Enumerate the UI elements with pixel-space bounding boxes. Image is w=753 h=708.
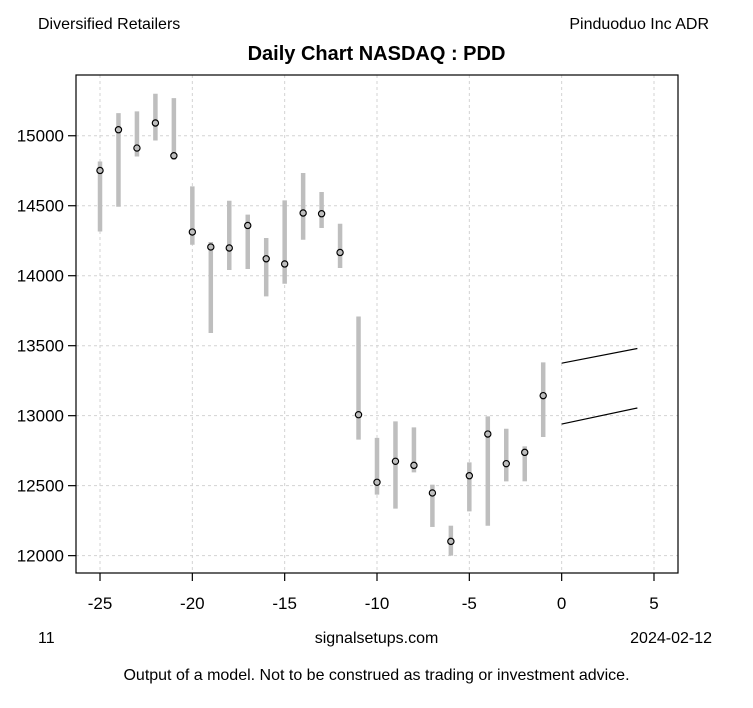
close-point: [373, 478, 381, 487]
axis-ticks: [68, 135, 655, 581]
close-point: [225, 244, 233, 252]
y-tick-label: 14500: [17, 197, 64, 216]
website-label: signalsetups.com: [314, 630, 439, 647]
x-tick-label: -15: [272, 594, 297, 613]
close-point: [428, 489, 437, 497]
chart-title: Daily Chart NASDAQ : PDD: [247, 43, 506, 65]
y-tick-label: 13000: [17, 407, 64, 426]
sector-label: Diversified Retailers: [38, 16, 181, 33]
close-point: [170, 152, 178, 160]
y-tick-label: 12000: [17, 547, 64, 566]
close-point: [336, 248, 344, 257]
close-point: [133, 144, 141, 152]
forecast-line: [561, 407, 638, 425]
close-point: [151, 119, 160, 127]
forecast-lines: [561, 347, 638, 425]
close-point: [280, 260, 289, 268]
range-bars: [97, 93, 546, 556]
x-tick-label: 0: [557, 594, 566, 613]
close-point: [465, 472, 474, 480]
close-point: [521, 448, 529, 457]
close-point: [114, 126, 123, 134]
close-point: [299, 209, 307, 217]
close-point: [484, 430, 492, 438]
y-tick-label: 12500: [17, 477, 64, 496]
close-point: [354, 410, 363, 419]
close-point: [188, 228, 197, 236]
y-tick-label: 13500: [17, 337, 64, 356]
x-tick-label: -25: [88, 594, 113, 613]
close-point: [96, 166, 104, 175]
company-label: Pinduoduo Inc ADR: [569, 16, 709, 33]
close-point: [502, 459, 510, 468]
page-number: 11: [38, 630, 55, 647]
x-tick-label: -5: [462, 594, 477, 613]
close-point: [447, 537, 455, 546]
y-tick-label: 14000: [17, 267, 64, 286]
axis-labels: -25 -20 -15 -10 -5 0 5 12000 12500 13000 13500 1400…: [17, 127, 659, 613]
close-point: [262, 255, 270, 263]
close-point: [539, 391, 547, 400]
close-point: [207, 243, 215, 251]
close-point: [317, 210, 326, 218]
x-tick-label: -20: [180, 594, 205, 613]
x-tick-label: 5: [649, 594, 658, 613]
close-point: [391, 457, 400, 466]
forecast-line: [561, 347, 638, 364]
disclaimer-text: Output of a model. Not to be construed a…: [123, 667, 630, 684]
y-tick-label: 15000: [17, 127, 64, 146]
close-markers: [96, 119, 547, 546]
close-point: [244, 221, 252, 230]
gridlines: [76, 75, 678, 573]
close-point: [410, 461, 418, 470]
x-tick-label: -10: [365, 594, 390, 613]
date-label: 2024-02-12: [630, 630, 712, 647]
